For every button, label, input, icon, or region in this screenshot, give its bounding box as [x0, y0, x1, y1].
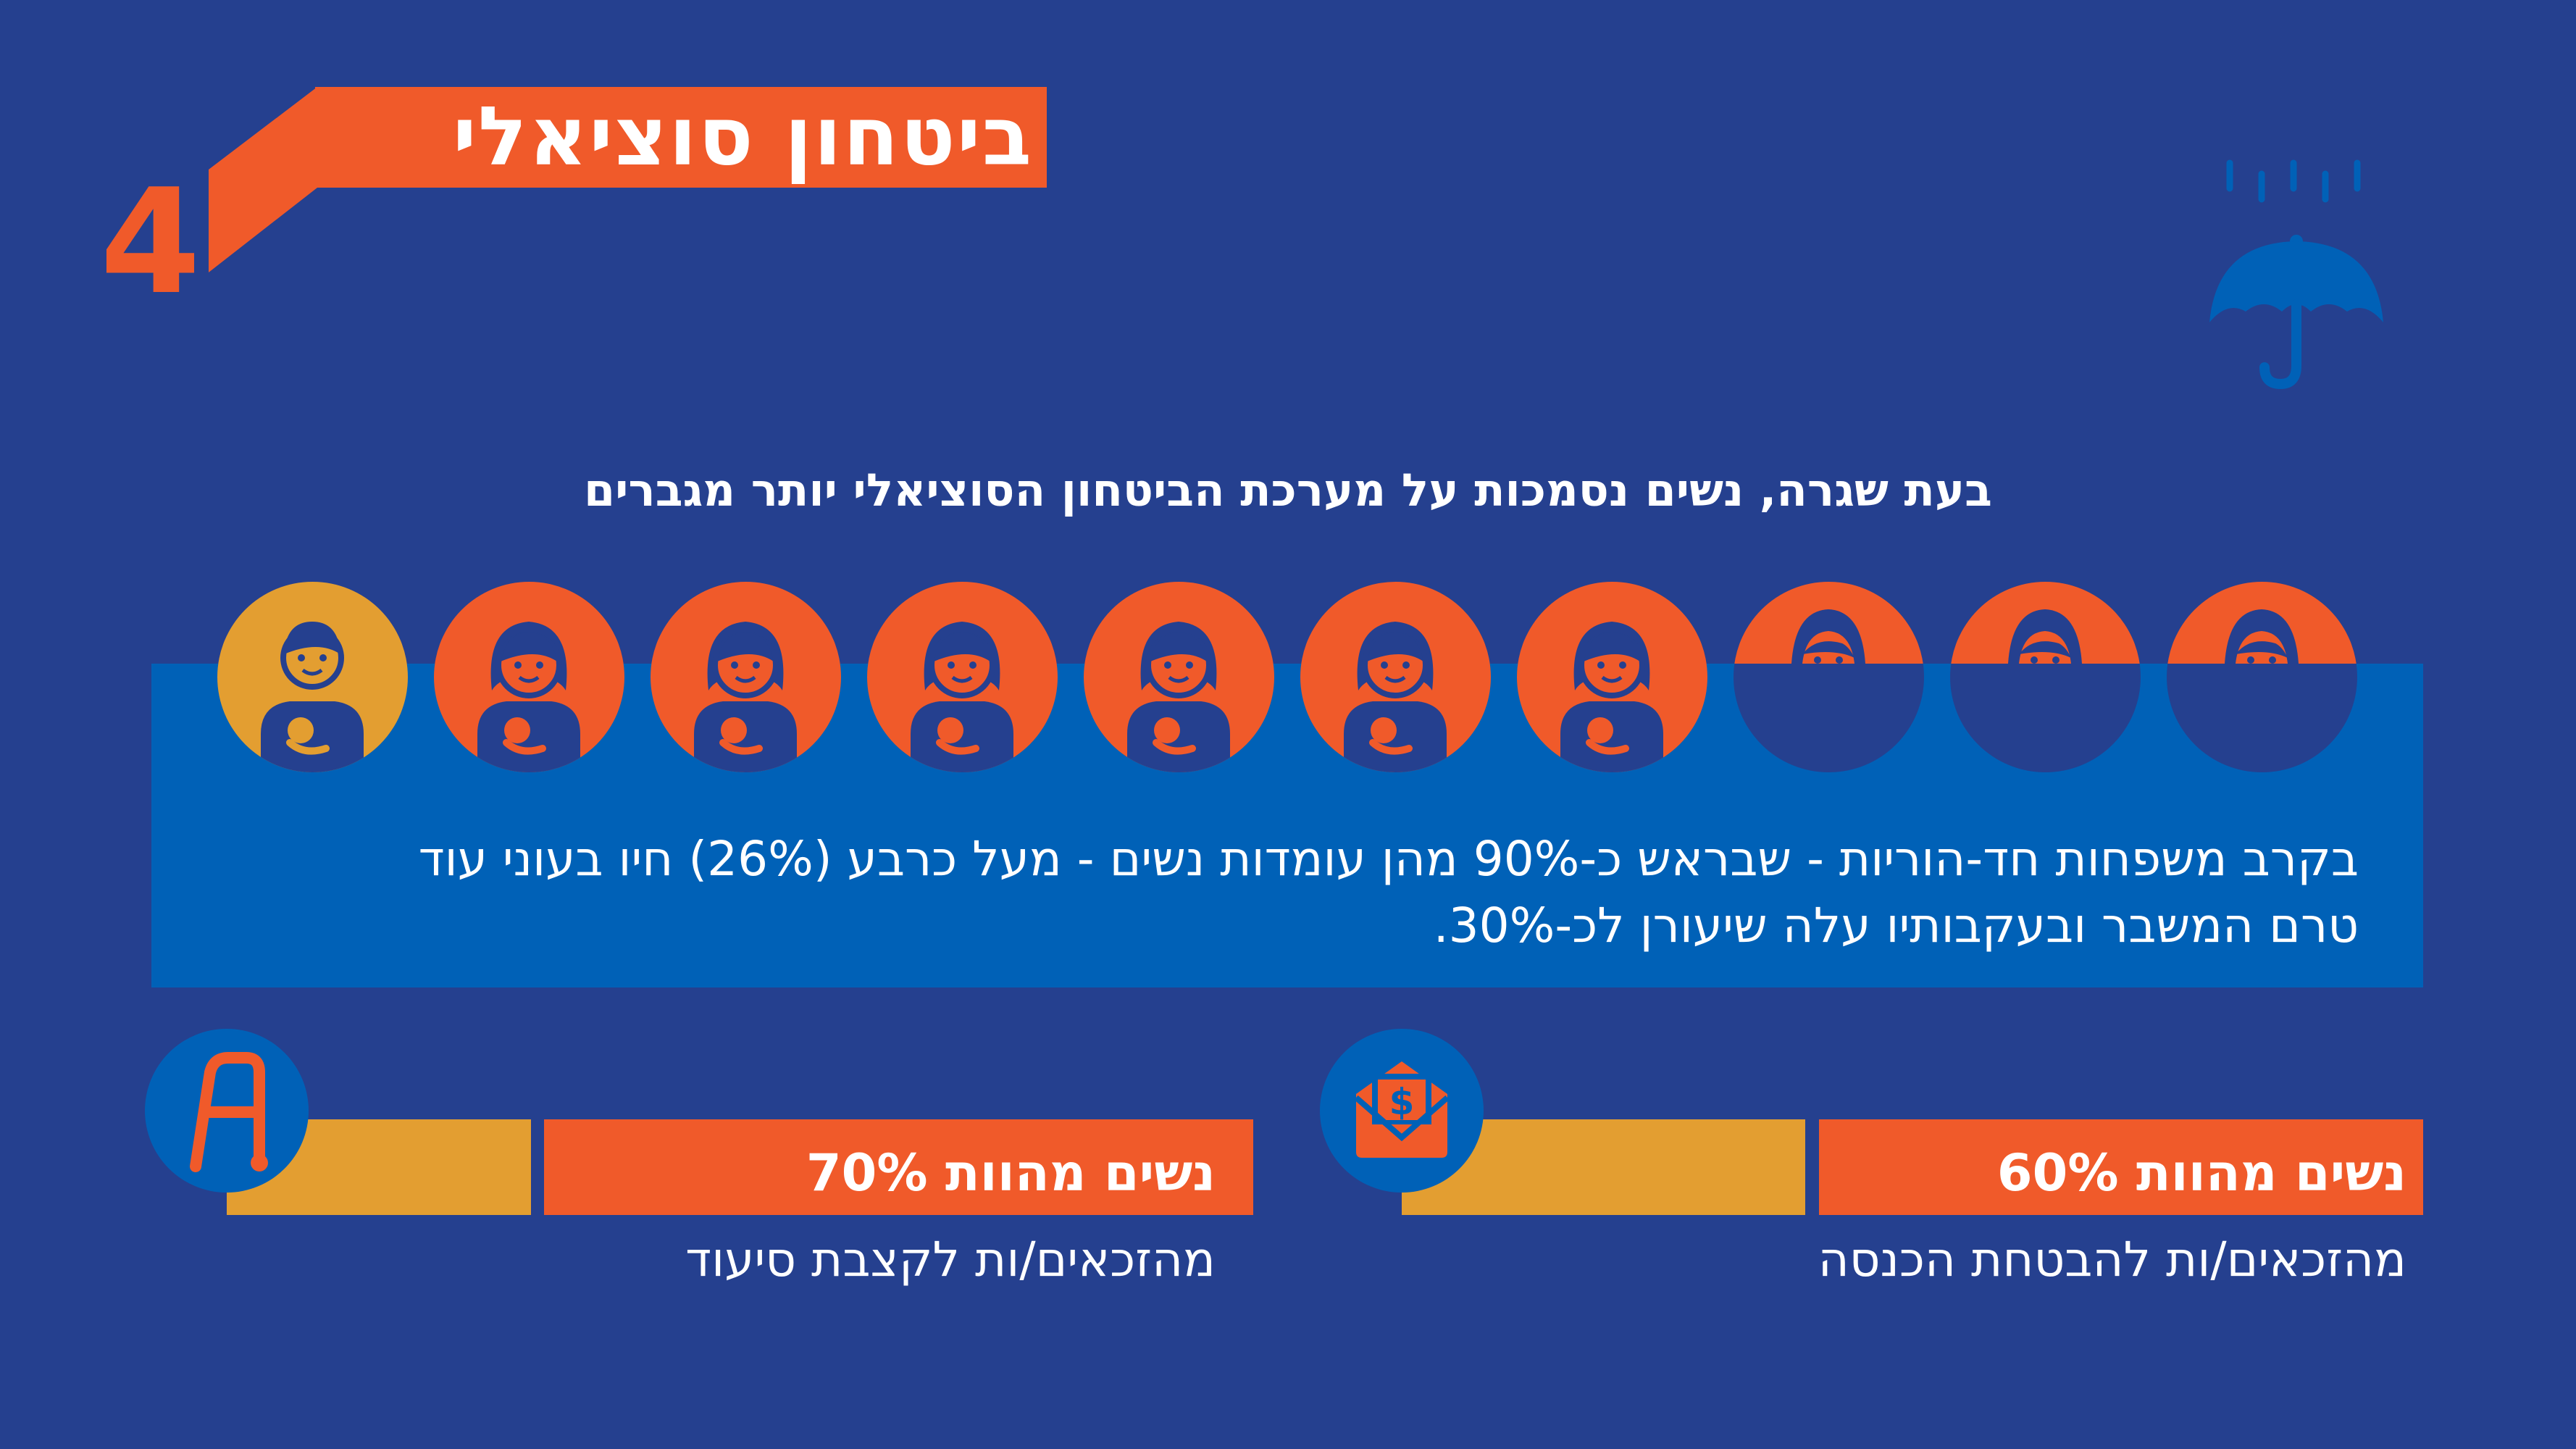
- stat-bar-women: [1819, 1119, 2423, 1215]
- woman-icon: [1517, 582, 1707, 772]
- woman-icon: [651, 582, 841, 772]
- stat-bar-women: [544, 1119, 1253, 1215]
- woman-partial-icon: [1950, 582, 2141, 772]
- title-banner: [315, 87, 1047, 188]
- stat-caption: מהזכאים/ות לקצבת סיעוד: [685, 1232, 1216, 1287]
- page-title: ביטחון סוציאלי: [452, 90, 1033, 184]
- single-parent-paragraph: בקרב משפחות חד-הוריות - שבראש כ-90% מהן …: [200, 826, 2359, 959]
- umbrella-rain-icon: [2209, 159, 2383, 390]
- section-number: 4: [100, 158, 201, 327]
- stat-caption: מהזכאים/ות להבטחת הכנסה: [1818, 1232, 2406, 1287]
- banner-flap: [209, 87, 317, 272]
- subtitle: בעת שגרה, נשים נסמכות על מערכת הביטחון ה…: [584, 464, 1992, 517]
- woman-partial-icon: [1734, 582, 1924, 772]
- money-envelope-icon: $: [1320, 1029, 1484, 1193]
- walker-icon: [145, 1029, 309, 1193]
- woman-partial-icon: [2167, 582, 2357, 772]
- woman-icon: [1300, 582, 1491, 772]
- paragraph-line-1: בקרב משפחות חד-הוריות - שבראש כ-90% מהן …: [418, 831, 2359, 887]
- man-icon: [217, 582, 408, 772]
- stat-headline: נשים מהוות 60%: [1996, 1143, 2406, 1203]
- svg-text:$: $: [1389, 1081, 1415, 1123]
- stat-headline: נשים מהוות 70%: [806, 1143, 1216, 1203]
- paragraph-line-2: טרם המשבר ובעקבותיו עלה שיעורן לכ-30%.: [1433, 898, 2359, 953]
- woman-icon: [434, 582, 624, 772]
- woman-icon: [1084, 582, 1274, 772]
- woman-icon: [867, 582, 1058, 772]
